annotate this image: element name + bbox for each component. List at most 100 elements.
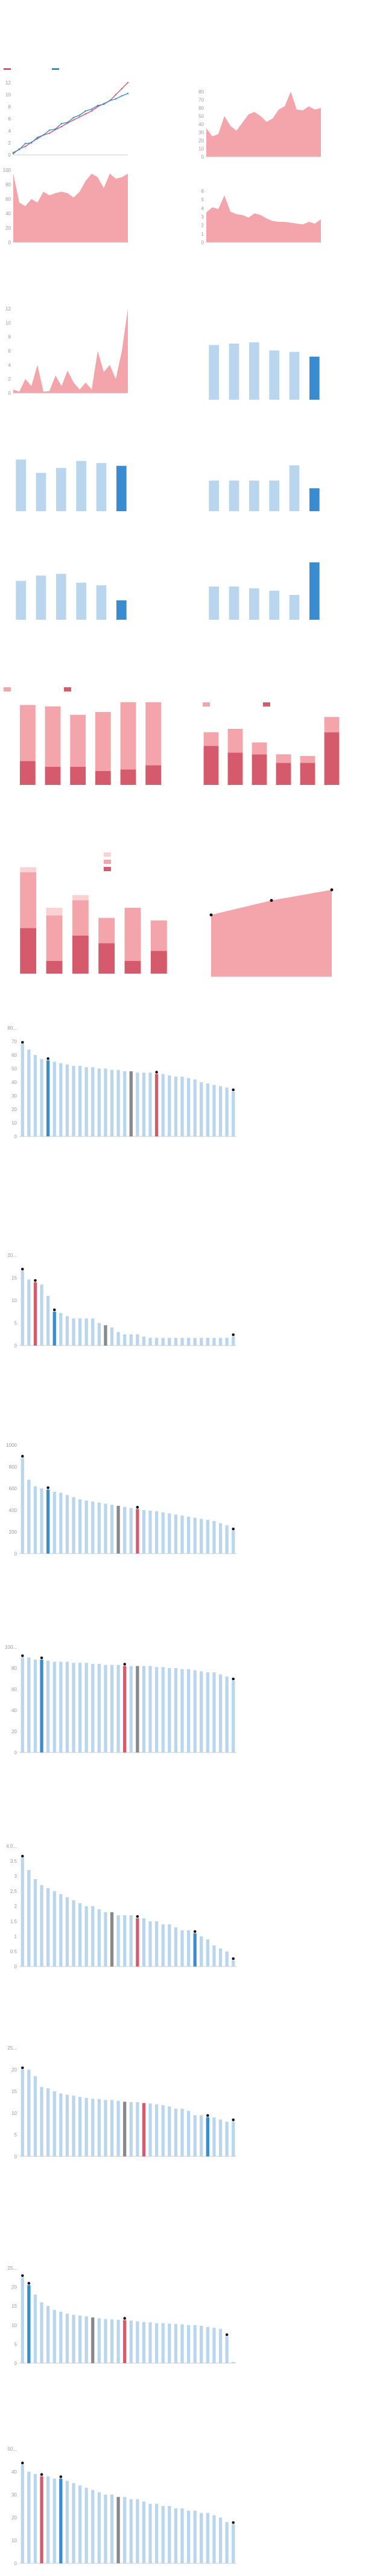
r2-bar-16: [123, 1334, 127, 1346]
p2-ytick-1: 10: [198, 146, 204, 152]
r7-ytick-1: 5: [14, 2341, 17, 2347]
r2-bar-22: [161, 1338, 165, 1346]
r4-bar-2: [33, 1660, 37, 1752]
r3-bar-2: [33, 1486, 37, 1554]
r3-dot-33: [232, 1527, 235, 1531]
p1-series-0-point-14: [97, 105, 99, 108]
r1-bar-23: [168, 1075, 171, 1136]
r3-ytick-0: 0: [14, 1551, 17, 1557]
r1-bar-8: [72, 1066, 75, 1136]
r2-bar-31: [218, 1338, 223, 1346]
p5-ytick-3: 6: [8, 348, 11, 354]
p14-point-1: [270, 899, 273, 902]
r8-bar-10: [84, 2487, 88, 2563]
p1-series-1-point-14: [97, 104, 99, 107]
chart-p2: 0 10 20 30 40 50 60 70 80: [198, 89, 321, 160]
r4-bar-22: [161, 1667, 165, 1752]
r7-bar-8: [72, 2314, 75, 2363]
r4-bar-7: [65, 1661, 69, 1752]
p8-bar-5: [309, 488, 320, 511]
r3-bar-13: [104, 1504, 107, 1554]
r8-ytick-4: 40: [11, 2469, 17, 2475]
p10-bar-0: [209, 586, 219, 620]
r5-bar-32: [225, 1951, 229, 1967]
r1-bar-18: [136, 1072, 139, 1136]
r1-dot-0: [21, 1041, 24, 1044]
p13-bar-2-seg-0: [72, 935, 89, 974]
r7-bar-3: [40, 2302, 43, 2363]
r7-bar-2: [33, 2294, 37, 2363]
r7-bar-24: [174, 2323, 178, 2363]
r5-ytick-0: 0: [14, 1964, 17, 1970]
p6-bar-4: [289, 351, 300, 400]
r7-bar-15: [116, 2319, 120, 2363]
r1-bar-29: [206, 1083, 209, 1136]
r2-bar-21: [155, 1338, 159, 1346]
r2-bar-6: [59, 1313, 63, 1346]
ranked-chart-3: 0 200 400 600 800 1000: [0, 1438, 253, 1561]
r5-bar-21: [155, 1921, 159, 1967]
p4-ytick-1: 1: [201, 231, 204, 237]
r1-bar-33: [232, 1091, 235, 1136]
r4-ytick-0: 0: [14, 1750, 17, 1756]
legend-swatch-blue: [52, 68, 59, 70]
r4-dot-0: [21, 1654, 24, 1657]
p2-ytick-5: 50: [198, 114, 204, 119]
p9-bar-0: [16, 581, 26, 620]
p13-bar-4-seg-0: [124, 960, 141, 974]
p1-series-0-point-11: [78, 116, 81, 118]
r4-ytick-3: 60: [11, 1687, 17, 1692]
r5-ytick-5: 2.5: [10, 1889, 17, 1894]
r6-bar-8: [72, 2096, 75, 2156]
r4-ytick-1: 20: [11, 1729, 17, 1734]
p8-bar-0: [209, 480, 219, 511]
p11-bar-2-seg-1: [70, 714, 86, 767]
r2-bar-18: [136, 1334, 139, 1346]
ranked-chart-4: 0 20 40 60 80 100...: [0, 1640, 253, 1760]
r1-bar-7: [65, 1064, 69, 1136]
r1-ytick-2: 20: [11, 1107, 17, 1112]
p2-ytick-2: 20: [198, 138, 204, 143]
r6-ytick-4: 20: [11, 2067, 17, 2073]
r3-bar-19: [142, 1510, 146, 1554]
r8-bar-13: [104, 2495, 107, 2563]
p8-bar-3: [269, 480, 279, 511]
r2-bar-27: [193, 1338, 197, 1346]
r5-bar-14: [110, 1912, 114, 1967]
p1-series-0-point-17: [115, 93, 117, 96]
r2-bar-11: [91, 1318, 95, 1346]
chart-p1: 0 2 4 6 8 10 12: [5, 80, 129, 158]
r7-dot-16: [123, 2317, 127, 2320]
r6-bar-18: [136, 2102, 139, 2156]
p11-bar-4-seg-0: [120, 769, 136, 785]
r6-dot-0: [21, 2066, 24, 2070]
legend-swatch-red: [263, 702, 270, 707]
r7-bar-6: [59, 2311, 63, 2363]
r2-dot-5: [52, 1308, 56, 1312]
chart-p7: [16, 459, 127, 511]
r7-bar-13: [104, 2319, 107, 2363]
p5-ytick-6: 12: [5, 306, 11, 312]
p1-ytick-6: 12: [5, 80, 11, 86]
r6-bar-24: [174, 2108, 178, 2156]
r3-bar-17: [129, 1508, 133, 1554]
r4-bar-13: [104, 1664, 107, 1752]
p9-bar-1: [36, 575, 46, 620]
r2-bar-19: [142, 1337, 146, 1346]
r7-bar-21: [155, 2323, 159, 2363]
p7-bar-0: [16, 459, 26, 511]
r4-bar-14: [110, 1664, 114, 1752]
p5-ytick-5: 10: [5, 320, 11, 326]
r5-ytick-1: 0.5: [10, 1949, 17, 1954]
r7-bar-20: [148, 2322, 152, 2363]
r6-bar-33: [232, 2121, 235, 2156]
r3-bar-16: [123, 1507, 127, 1554]
r4-bar-28: [200, 1671, 203, 1752]
p12-bar-4-seg-0: [300, 763, 315, 785]
legend-swatch-pink: [4, 687, 11, 691]
p1-series-1-point-9: [66, 121, 69, 124]
r6-bar-11: [91, 2099, 95, 2156]
p4-ytick-2: 2: [201, 223, 204, 228]
r4-bar-21: [155, 1667, 159, 1752]
r7-bar-32: [225, 2336, 229, 2363]
